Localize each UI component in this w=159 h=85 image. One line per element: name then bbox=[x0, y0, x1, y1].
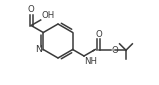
Text: O: O bbox=[28, 5, 35, 14]
Text: O: O bbox=[96, 30, 102, 39]
Text: NH: NH bbox=[84, 57, 97, 66]
Text: O: O bbox=[111, 46, 118, 55]
Text: OH: OH bbox=[41, 11, 54, 19]
Text: N: N bbox=[35, 45, 42, 54]
